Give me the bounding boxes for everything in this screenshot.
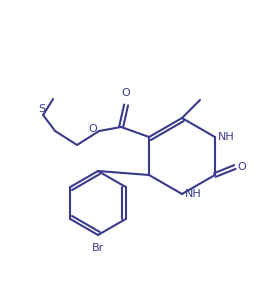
Text: S: S	[38, 104, 46, 114]
Text: O: O	[122, 88, 131, 98]
Text: Br: Br	[92, 243, 104, 253]
Text: NH: NH	[218, 132, 235, 142]
Text: O: O	[88, 124, 97, 134]
Text: O: O	[237, 162, 246, 172]
Text: NH: NH	[185, 189, 202, 199]
